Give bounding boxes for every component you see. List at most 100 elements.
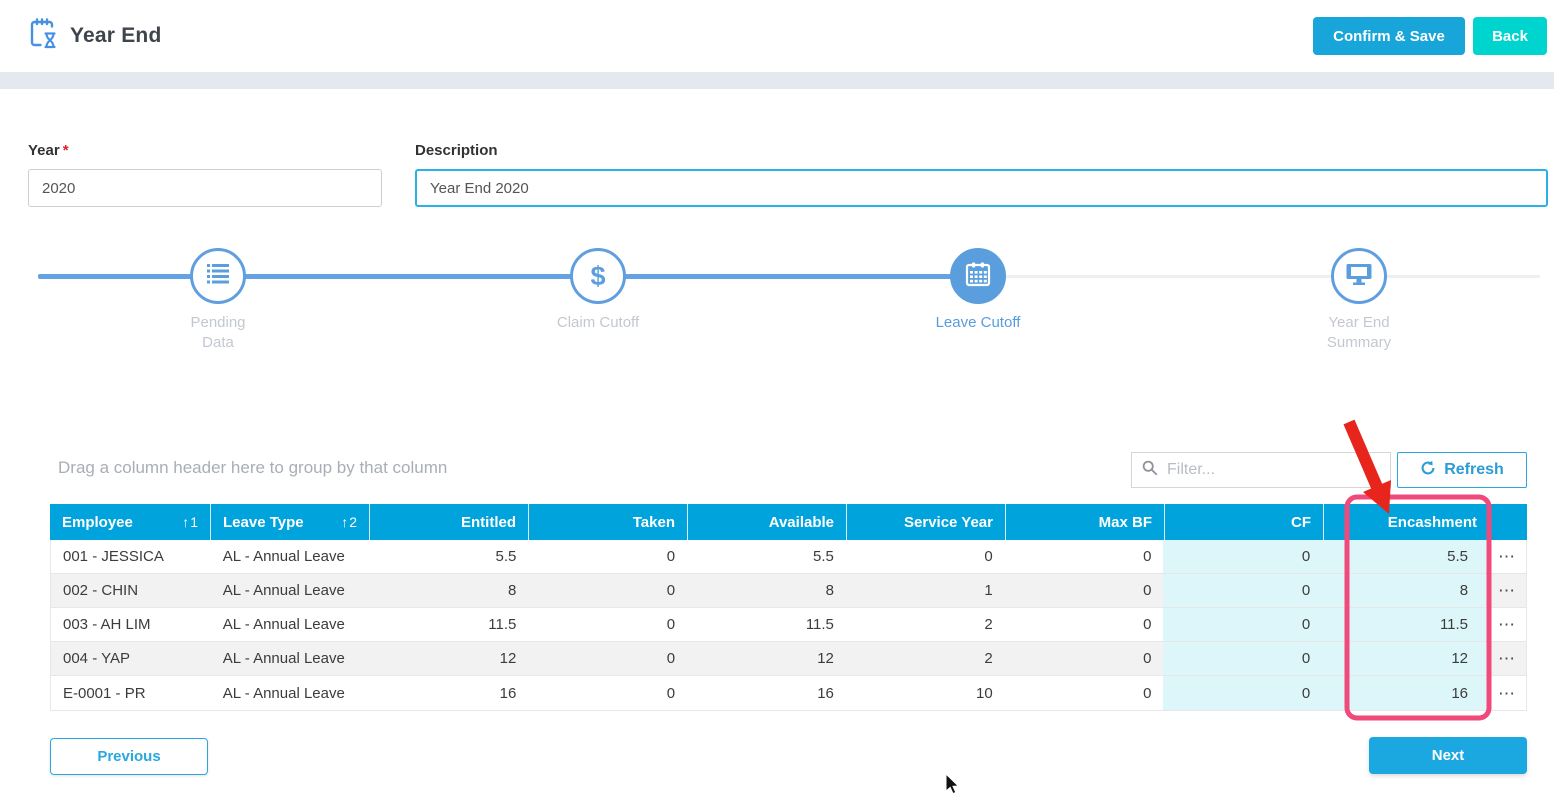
cell-cf: 0: [1163, 574, 1323, 607]
mouse-cursor: [945, 772, 960, 795]
back-button[interactable]: Back: [1473, 17, 1547, 55]
next-button[interactable]: Next: [1369, 737, 1527, 774]
cell-employee: 001 - JESSICA: [63, 548, 164, 565]
cell-encashment: 8: [1322, 574, 1489, 607]
search-icon: [1142, 460, 1158, 481]
column-header-service-year[interactable]: Service Year: [846, 504, 1005, 540]
cell-available: 12: [817, 650, 834, 667]
calendar-icon: [965, 261, 991, 292]
cell-employee: 002 - CHIN: [63, 582, 139, 599]
step-label-pending-data: Pending Data: [190, 314, 246, 352]
cell-cf: 0: [1163, 608, 1323, 641]
table-row[interactable]: 001 - JESSICA AL - Annual Leave 5.5 0 5.…: [51, 540, 1526, 574]
cell-encashment: 11.5: [1322, 608, 1489, 641]
cell-leave-type: AL - Annual Leave: [222, 548, 345, 565]
table-row[interactable]: 004 - YAP AL - Annual Leave 12 0 12 2 0 …: [51, 642, 1526, 676]
column-header-taken[interactable]: Taken: [528, 504, 687, 540]
required-asterisk: *: [62, 142, 69, 159]
ellipsis-icon: ⋯: [1498, 615, 1516, 634]
monitor-icon: [1346, 262, 1372, 291]
cell-encashment: 16: [1322, 676, 1489, 710]
cell-service-year: 0: [984, 548, 993, 565]
column-header-entitled[interactable]: Entitled: [369, 504, 528, 540]
cell-employee: 004 - YAP: [63, 650, 130, 667]
cell-service-year: 2: [984, 650, 993, 667]
row-menu-button[interactable]: ⋯: [1488, 616, 1526, 633]
column-header-encashment[interactable]: Encashment: [1323, 504, 1489, 540]
cell-employee: 003 - AH LIM: [63, 616, 151, 633]
page-title: Year End: [70, 24, 162, 47]
cell-entitled: 12: [499, 650, 517, 667]
column-header-leave-type[interactable]: Leave Type ↑ 2: [210, 504, 369, 540]
stepper-progress-line: [38, 274, 978, 279]
filter-input[interactable]: [1167, 461, 1380, 479]
cell-taken: 0: [666, 616, 676, 633]
filter-box: [1131, 452, 1391, 488]
leave-cutoff-table: Employee ↑ 1 Leave Type ↑ 2 Entitled Taken…: [50, 504, 1527, 711]
cell-encashment: 5.5: [1322, 540, 1489, 573]
cell-encashment: 12: [1322, 642, 1489, 675]
cell-taken: 0: [666, 684, 676, 702]
year-field-group: Year *: [28, 142, 382, 207]
header-divider-band: [0, 72, 1554, 89]
row-menu-button[interactable]: ⋯: [1488, 685, 1526, 702]
cell-cf: 0: [1163, 642, 1323, 675]
ellipsis-icon: ⋯: [1498, 649, 1516, 668]
column-header-available[interactable]: Available: [687, 504, 846, 540]
group-by-hint: Drag a column header here to group by th…: [58, 458, 448, 477]
column-header-cf[interactable]: CF: [1164, 504, 1323, 540]
cell-taken: 0: [666, 548, 676, 565]
year-end-calendar-icon: [28, 17, 58, 55]
dollar-icon: $: [590, 260, 606, 291]
cell-max-bf: 0: [1143, 616, 1152, 633]
topbar: Year End Confirm & Save Back: [0, 0, 1554, 72]
cell-cf: 0: [1163, 540, 1323, 573]
description-field-group: Description: [415, 142, 1548, 207]
list-icon: [206, 263, 230, 290]
cell-cf: 0: [1163, 676, 1323, 710]
column-header-actions: [1489, 504, 1527, 540]
cell-available: 16: [817, 684, 834, 702]
cell-leave-type: AL - Annual Leave: [222, 616, 345, 633]
step-label-claim-cutoff: Claim Cutoff: [556, 314, 640, 331]
year-input[interactable]: [28, 169, 382, 207]
step-label-leave-cutoff: Leave Cutoff: [935, 314, 1021, 331]
table-header-row: Employee ↑ 1 Leave Type ↑ 2 Entitled Taken…: [50, 504, 1527, 540]
cell-leave-type: AL - Annual Leave: [222, 582, 345, 599]
cell-service-year: 10: [976, 684, 993, 702]
cell-entitled: 11.5: [488, 616, 517, 633]
row-menu-button[interactable]: ⋯: [1488, 650, 1526, 667]
cell-max-bf: 0: [1143, 650, 1152, 667]
sort-order-badge: 1: [190, 514, 198, 530]
column-header-max-bf[interactable]: Max BF: [1005, 504, 1164, 540]
cell-leave-type: AL - Annual Leave: [222, 684, 345, 702]
cell-entitled: 16: [499, 684, 517, 702]
cell-available: 8: [825, 582, 834, 599]
cell-taken: 0: [666, 650, 676, 667]
cell-service-year: 2: [984, 616, 993, 633]
description-input[interactable]: [415, 169, 1548, 207]
cell-available: 11.5: [805, 616, 834, 633]
column-header-employee[interactable]: Employee ↑ 1: [62, 513, 198, 531]
sort-order-badge: 2: [349, 514, 357, 530]
cell-max-bf: 0: [1143, 548, 1152, 565]
refresh-button[interactable]: Refresh: [1397, 452, 1527, 488]
confirm-save-button[interactable]: Confirm & Save: [1313, 17, 1465, 55]
cell-leave-type: AL - Annual Leave: [222, 650, 345, 667]
cell-employee: E-0001 - PR: [63, 684, 146, 702]
row-menu-button[interactable]: ⋯: [1488, 548, 1526, 565]
table-row[interactable]: 003 - AH LIM AL - Annual Leave 11.5 0 11…: [51, 608, 1526, 642]
wizard-stepper: Pending Data $ Claim Cutoff: [0, 248, 1554, 358]
ellipsis-icon: ⋯: [1498, 547, 1516, 566]
row-menu-button[interactable]: ⋯: [1488, 582, 1526, 599]
previous-button[interactable]: Previous: [50, 738, 208, 775]
table-row[interactable]: E-0001 - PR AL - Annual Leave 16 0 16 10…: [51, 676, 1526, 710]
cell-entitled: 8: [508, 582, 517, 599]
cell-available: 5.5: [813, 548, 834, 565]
ellipsis-icon: ⋯: [1498, 683, 1516, 703]
table-row[interactable]: 002 - CHIN AL - Annual Leave 8 0 8 1 0 0…: [51, 574, 1526, 608]
cell-entitled: 5.5: [495, 548, 517, 565]
cell-max-bf: 0: [1143, 582, 1152, 599]
cell-service-year: 1: [984, 582, 993, 599]
